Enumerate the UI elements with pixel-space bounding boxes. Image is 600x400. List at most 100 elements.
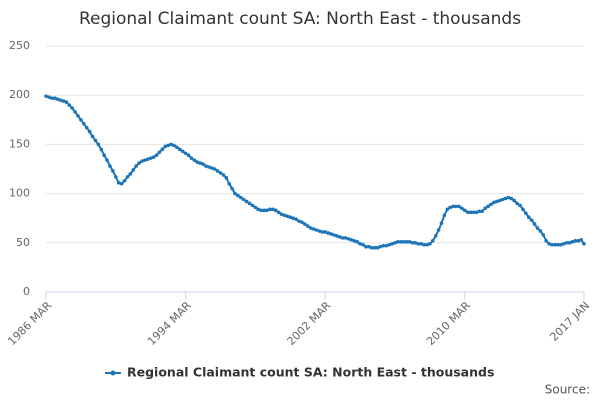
point (576, 239, 580, 243)
point (419, 241, 423, 246)
legend-label: Regional Claimant count SA: North East -… (127, 365, 494, 380)
point (497, 198, 502, 203)
point (416, 241, 421, 246)
point (64, 100, 69, 104)
point (247, 201, 252, 206)
point (44, 94, 48, 98)
point (82, 121, 86, 126)
point (579, 238, 583, 242)
point (84, 125, 89, 130)
series-line (45, 95, 585, 249)
point (143, 158, 147, 162)
point (460, 206, 464, 211)
point (67, 103, 72, 107)
point (166, 143, 170, 148)
point (413, 241, 418, 245)
point (361, 242, 365, 247)
point (343, 236, 348, 240)
point (218, 171, 223, 175)
point (96, 142, 101, 147)
point (128, 172, 133, 176)
point (154, 153, 159, 158)
point (401, 240, 406, 244)
point (375, 245, 380, 250)
point (471, 210, 476, 215)
point (410, 241, 415, 245)
point (180, 149, 185, 154)
point (131, 168, 136, 172)
point (137, 161, 141, 165)
point (172, 143, 176, 148)
point (224, 176, 229, 180)
point (462, 208, 467, 213)
point (335, 234, 339, 238)
point (364, 244, 368, 249)
x-tick-label: 2010 MAR (424, 299, 473, 348)
point (169, 142, 173, 147)
point (553, 242, 557, 247)
point (291, 216, 295, 220)
point (227, 181, 232, 186)
point (512, 198, 517, 203)
point (396, 240, 400, 244)
point (500, 197, 505, 202)
y-tick-label: 0 (23, 285, 30, 298)
point (282, 213, 287, 218)
point (567, 241, 572, 245)
point (378, 244, 383, 249)
point (439, 221, 444, 225)
y-tick-label: 100 (9, 187, 30, 200)
point (451, 204, 455, 209)
point (430, 239, 435, 243)
point (300, 220, 304, 224)
point (279, 212, 284, 217)
point (457, 204, 461, 209)
point (524, 211, 528, 216)
point (494, 199, 499, 204)
point (111, 169, 115, 173)
point (177, 147, 182, 152)
point (352, 239, 357, 243)
point (47, 95, 51, 99)
point (259, 208, 264, 213)
x-tick-label: 1994 MAR (145, 299, 194, 348)
point (189, 156, 194, 160)
point (521, 207, 525, 212)
point (99, 147, 104, 152)
point (398, 240, 403, 244)
point (561, 241, 566, 246)
point (163, 144, 168, 149)
point (157, 150, 162, 155)
point (442, 213, 447, 218)
point (195, 160, 200, 164)
point (454, 204, 458, 209)
point (265, 208, 269, 213)
point (468, 210, 473, 215)
point (230, 186, 234, 191)
point (535, 226, 540, 230)
point (509, 196, 514, 201)
point (198, 161, 202, 165)
point (515, 201, 519, 206)
point (55, 97, 60, 101)
chart-title: Regional Claimant count SA: North East -… (79, 9, 521, 29)
point (175, 145, 179, 150)
point (70, 106, 74, 110)
point (538, 229, 543, 233)
point (323, 230, 327, 234)
point (233, 191, 237, 196)
point (340, 236, 345, 240)
point (564, 241, 569, 245)
y-tick-label: 250 (9, 39, 30, 52)
point (483, 206, 487, 211)
point (262, 208, 266, 213)
point (486, 204, 490, 209)
point (268, 207, 272, 212)
point (311, 227, 316, 231)
point (288, 215, 293, 220)
point (480, 209, 485, 214)
point (547, 241, 551, 246)
point (186, 153, 191, 158)
point (541, 233, 546, 237)
